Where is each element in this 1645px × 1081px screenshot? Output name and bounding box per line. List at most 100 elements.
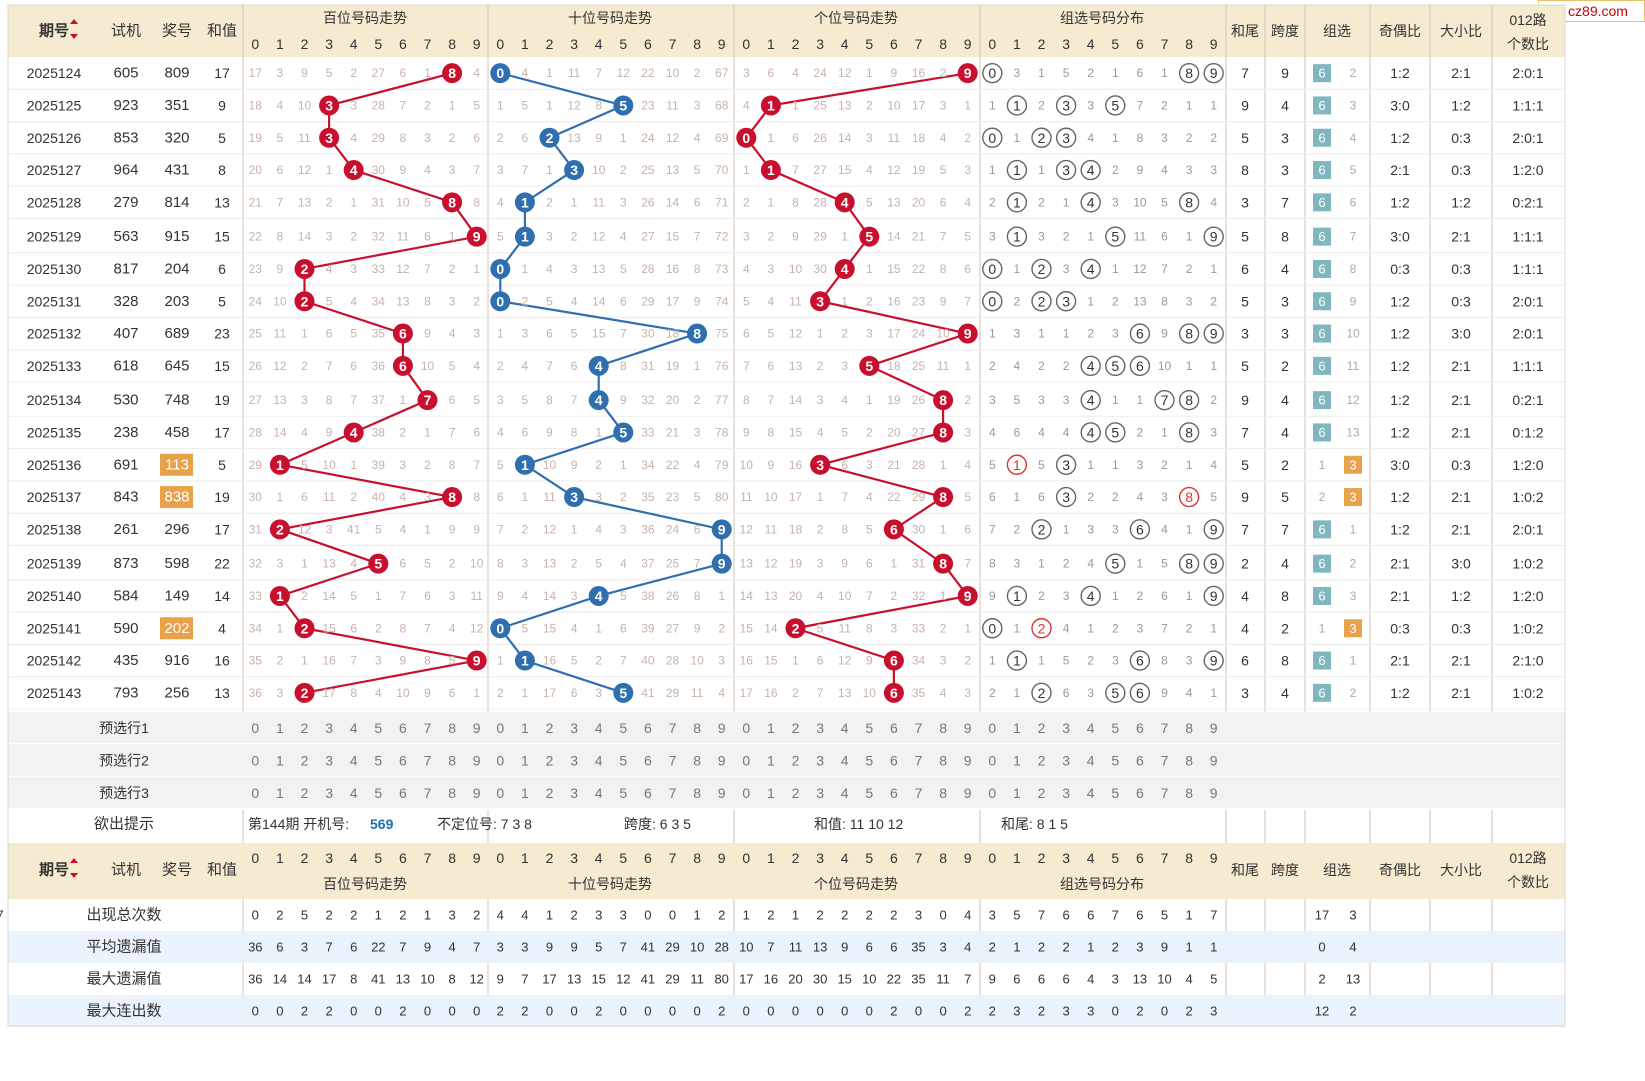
preselect-digit[interactable]: 6 [890, 720, 898, 736]
preselect-digit[interactable]: 8 [448, 785, 456, 801]
preselect-digit[interactable]: 9 [473, 720, 481, 736]
preselect-digit[interactable]: 1 [521, 785, 529, 801]
preselect-digit[interactable]: 8 [1185, 720, 1193, 736]
preselect-digit[interactable]: 0 [742, 720, 750, 736]
preselect-digit[interactable]: 5 [1111, 752, 1119, 768]
preselect-digit[interactable]: 2 [1038, 752, 1046, 768]
preselect-digit[interactable]: 7 [669, 752, 677, 768]
preselect-digit[interactable]: 7 [424, 785, 432, 801]
preselect-digit[interactable]: 9 [718, 720, 726, 736]
sort-down-icon[interactable] [70, 34, 78, 39]
preselect-digit[interactable]: 6 [399, 785, 407, 801]
preselect-digit[interactable]: 5 [865, 785, 873, 801]
preselect-digit[interactable]: 9 [964, 720, 972, 736]
preselect-digit[interactable]: 6 [1136, 785, 1144, 801]
preselect-digit[interactable]: 1 [1013, 720, 1021, 736]
period-header-bottom[interactable]: 期号 [39, 861, 69, 879]
preselect-digit[interactable]: 3 [816, 785, 824, 801]
preselect-digit[interactable]: 2 [792, 752, 800, 768]
preselect-digit[interactable]: 5 [1111, 785, 1119, 801]
sort-down-icon[interactable] [70, 873, 78, 878]
preselect-digit[interactable]: 2 [301, 752, 309, 768]
preselect-row[interactable] [8, 776, 1565, 809]
preselect-digit[interactable]: 6 [890, 752, 898, 768]
preselect-digit[interactable]: 7 [1161, 785, 1169, 801]
preselect-digit[interactable]: 0 [496, 720, 504, 736]
preselect-digit[interactable]: 7 [915, 720, 923, 736]
preselect-digit[interactable]: 3 [1062, 720, 1070, 736]
preselect-digit[interactable]: 5 [619, 785, 627, 801]
preselect-digit[interactable]: 1 [767, 720, 775, 736]
sort-up-icon[interactable] [70, 19, 78, 24]
preselect-digit[interactable]: 1 [767, 785, 775, 801]
preselect-digit[interactable]: 1 [276, 720, 284, 736]
preselect-digit[interactable]: 5 [374, 720, 382, 736]
preselect-digit[interactable]: 8 [448, 752, 456, 768]
preselect-digit[interactable]: 8 [1185, 785, 1193, 801]
preselect-digit[interactable]: 4 [841, 785, 849, 801]
preselect-digit[interactable]: 5 [619, 752, 627, 768]
preselect-digit[interactable]: 2 [546, 720, 554, 736]
preselect-digit[interactable]: 1 [276, 785, 284, 801]
preselect-digit[interactable]: 3 [325, 785, 333, 801]
preselect-digit[interactable]: 0 [742, 752, 750, 768]
preselect-digit[interactable]: 8 [693, 720, 701, 736]
preselect-digit[interactable]: 4 [595, 720, 603, 736]
preselect-digit[interactable]: 6 [644, 785, 652, 801]
preselect-digit[interactable]: 2 [301, 785, 309, 801]
preselect-digit[interactable]: 6 [644, 752, 652, 768]
preselect-digit[interactable]: 7 [1161, 720, 1169, 736]
preselect-digit[interactable]: 3 [325, 752, 333, 768]
preselect-digit[interactable]: 9 [1210, 752, 1218, 768]
preselect-digit[interactable]: 6 [644, 720, 652, 736]
preselect-digit[interactable]: 4 [350, 785, 358, 801]
preselect-digit[interactable]: 7 [1161, 752, 1169, 768]
preselect-digit[interactable]: 3 [816, 752, 824, 768]
preselect-digit[interactable]: 7 [915, 785, 923, 801]
preselect-digit[interactable]: 5 [1111, 720, 1119, 736]
preselect-digit[interactable]: 7 [669, 720, 677, 736]
preselect-digit[interactable]: 9 [1210, 720, 1218, 736]
preselect-digit[interactable]: 8 [939, 785, 947, 801]
preselect-row[interactable] [8, 744, 1565, 777]
preselect-digit[interactable]: 8 [693, 752, 701, 768]
preselect-digit[interactable]: 1 [521, 752, 529, 768]
preselect-digit[interactable]: 7 [424, 720, 432, 736]
preselect-digit[interactable]: 5 [619, 720, 627, 736]
preselect-digit[interactable]: 5 [374, 752, 382, 768]
preselect-digit[interactable]: 8 [693, 785, 701, 801]
preselect-digit[interactable]: 7 [424, 752, 432, 768]
preselect-digit[interactable]: 4 [1087, 720, 1095, 736]
preselect-digit[interactable]: 9 [964, 752, 972, 768]
preselect-digit[interactable]: 4 [1087, 752, 1095, 768]
preselect-digit[interactable]: 4 [350, 720, 358, 736]
preselect-digit[interactable]: 9 [473, 785, 481, 801]
preselect-digit[interactable]: 4 [595, 752, 603, 768]
preselect-digit[interactable]: 3 [1062, 752, 1070, 768]
preselect-digit[interactable]: 2 [792, 720, 800, 736]
preselect-digit[interactable]: 5 [374, 785, 382, 801]
preselect-digit[interactable]: 7 [915, 752, 923, 768]
preselect-digit[interactable]: 0 [742, 785, 750, 801]
sort-up-icon[interactable] [70, 858, 78, 863]
preselect-digit[interactable]: 0 [988, 752, 996, 768]
preselect-digit[interactable]: 1 [1013, 752, 1021, 768]
preselect-digit[interactable]: 9 [964, 785, 972, 801]
preselect-digit[interactable]: 0 [988, 785, 996, 801]
preselect-digit[interactable]: 0 [496, 752, 504, 768]
preselect-digit[interactable]: 1 [521, 720, 529, 736]
preselect-digit[interactable]: 2 [1038, 785, 1046, 801]
preselect-digit[interactable]: 3 [570, 720, 578, 736]
preselect-digit[interactable]: 3 [816, 720, 824, 736]
preselect-digit[interactable]: 7 [669, 785, 677, 801]
preselect-digit[interactable]: 6 [1136, 720, 1144, 736]
preselect-digit[interactable]: 1 [276, 752, 284, 768]
preselect-digit[interactable]: 8 [448, 720, 456, 736]
preselect-digit[interactable]: 4 [841, 720, 849, 736]
preselect-digit[interactable]: 3 [325, 720, 333, 736]
preselect-digit[interactable]: 6 [399, 752, 407, 768]
preselect-digit[interactable]: 6 [399, 720, 407, 736]
preselect-digit[interactable]: 2 [301, 720, 309, 736]
preselect-digit[interactable]: 0 [988, 720, 996, 736]
preselect-digit[interactable]: 6 [1136, 752, 1144, 768]
